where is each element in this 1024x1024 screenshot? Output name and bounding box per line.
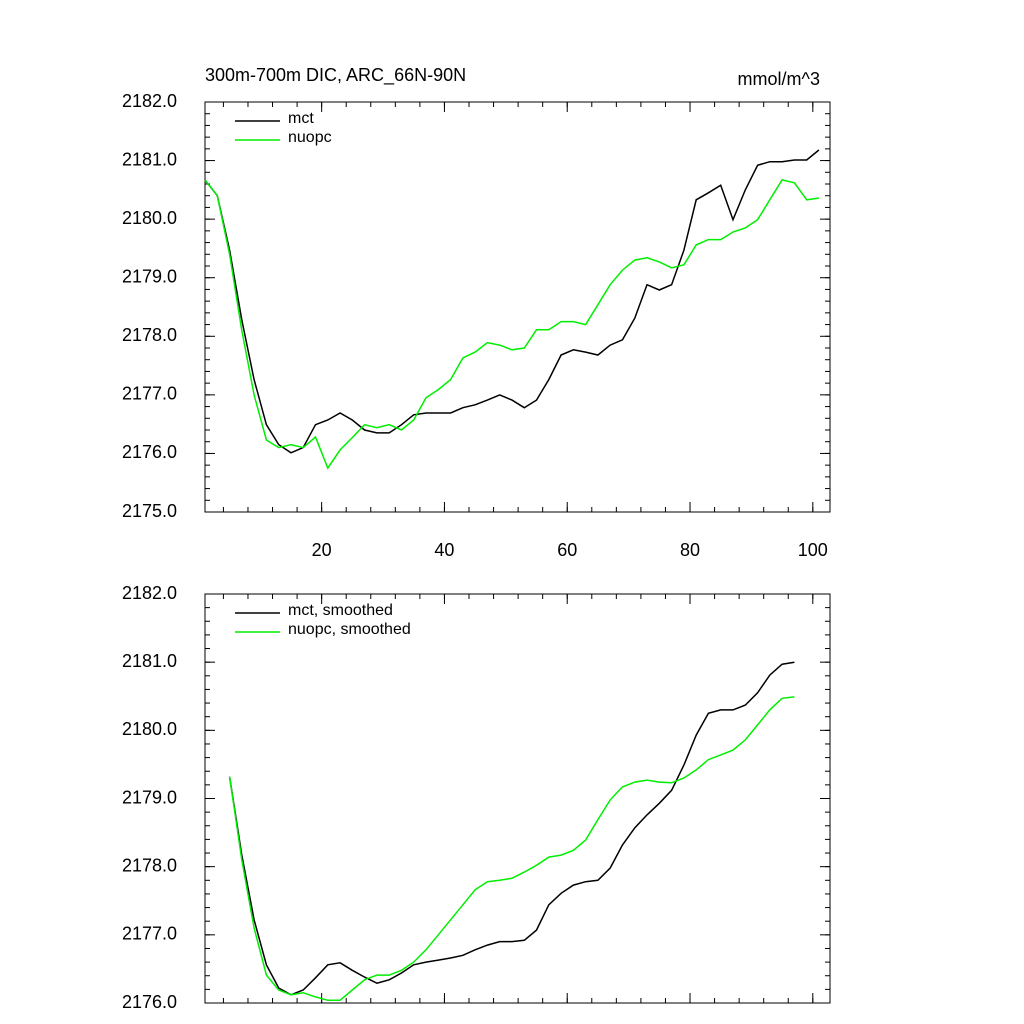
y-tick-label: 2179.0 [122, 787, 177, 807]
x-tick-label: 20 [312, 540, 332, 560]
y-tick-label: 2177.0 [122, 384, 177, 404]
y-tick-label: 2178.0 [122, 855, 177, 875]
y-tick-label: 2182.0 [122, 583, 177, 603]
data-line [204, 179, 820, 470]
y-tick-label: 2175.0 [122, 501, 177, 521]
y-tick-label: 2180.0 [122, 719, 177, 739]
x-tick-label: 60 [557, 540, 577, 560]
y-tick-label: 2181.0 [122, 651, 177, 671]
chart-title: 300m-700m DIC, ARC_66N-90N [205, 65, 466, 86]
data-line [228, 661, 795, 996]
y-tick-label: 2176.0 [122, 992, 177, 1012]
x-tick-label: 80 [680, 540, 700, 560]
y-tick-label: 2177.0 [122, 924, 177, 944]
y-tick-label: 2180.0 [122, 208, 177, 228]
plot-frame [204, 101, 831, 513]
plot-frame [204, 593, 831, 1004]
y-tick-label: 2181.0 [122, 149, 177, 169]
y-tick-label: 2178.0 [122, 325, 177, 345]
legend-label: nuopc, smoothed [288, 621, 411, 638]
y-tick-label: 2176.0 [122, 442, 177, 462]
legend-label: mct [288, 110, 314, 127]
data-line [204, 149, 820, 454]
data-line [228, 696, 795, 1002]
units-label: mmol/m^3 [738, 69, 820, 89]
y-tick-label: 2179.0 [122, 266, 177, 286]
x-tick-label: 40 [434, 540, 454, 560]
legend-label: mct, smoothed [288, 602, 393, 619]
x-tick-label: 100 [798, 540, 828, 560]
legend-label: nuopc [288, 129, 332, 146]
y-tick-label: 2182.0 [122, 91, 177, 111]
